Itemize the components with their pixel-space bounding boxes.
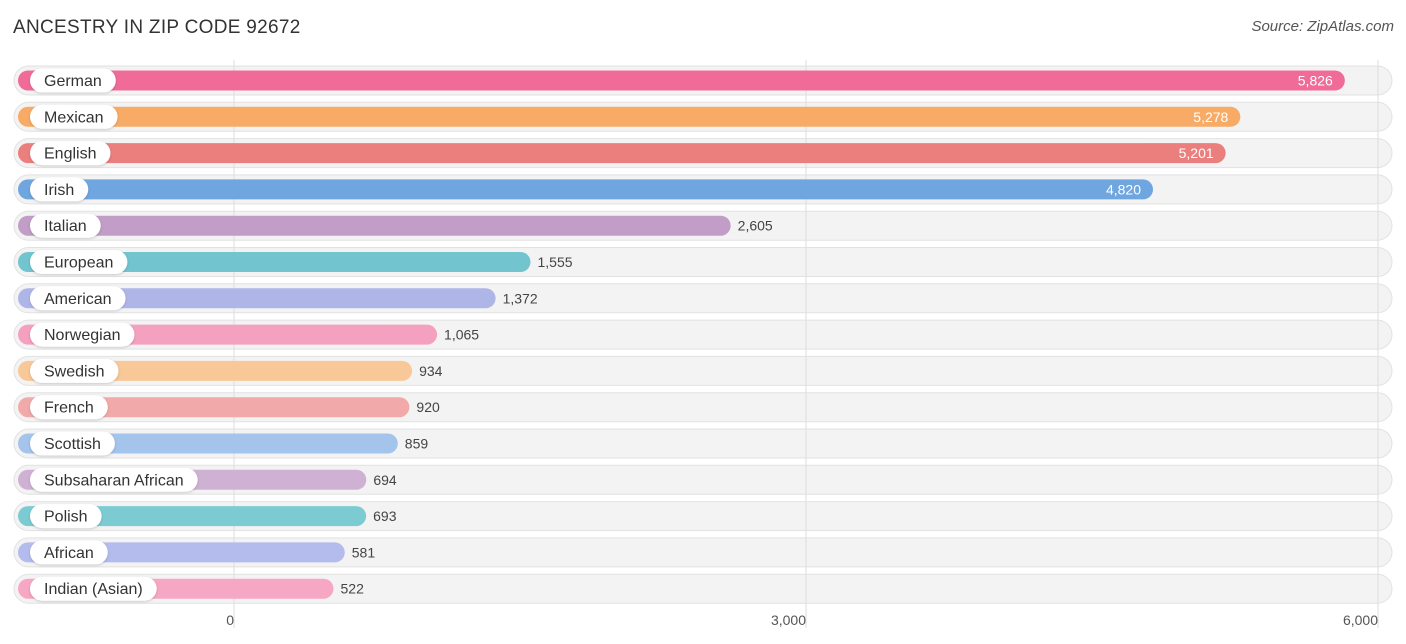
category-label-pill <box>30 141 111 166</box>
category-label: Italian <box>44 218 87 235</box>
bar-group: Indian (Asian) 522 <box>18 576 365 601</box>
bar <box>18 288 496 309</box>
category-label-pill <box>30 104 118 129</box>
bar <box>18 143 1226 164</box>
bar-group: Norwegian 1,065 <box>18 322 479 347</box>
chart-source: Source: ZipAtlas.com <box>1251 18 1394 35</box>
category-label: Subsaharan African <box>44 472 184 489</box>
value-label: 5,201 <box>1179 145 1214 161</box>
category-label-pill <box>30 286 126 311</box>
value-label: 1,065 <box>444 327 479 343</box>
value-label: 2,605 <box>738 218 773 234</box>
category-label: German <box>44 73 102 90</box>
chart-title: ANCESTRY IN ZIP CODE 92672 <box>13 17 301 38</box>
category-label: Irish <box>44 182 74 199</box>
category-label: American <box>44 291 112 308</box>
category-label-pill <box>30 576 157 601</box>
bar-group: American 1,372 <box>18 286 538 311</box>
bar-group: European 1,555 <box>18 250 573 274</box>
value-label: 5,278 <box>1193 109 1228 125</box>
bar <box>18 397 410 418</box>
category-label-pill <box>30 395 108 420</box>
value-label: 4,820 <box>1106 181 1141 197</box>
row-background <box>13 573 1393 604</box>
category-label-pill <box>30 358 119 383</box>
category-label: Scottish <box>44 436 101 453</box>
bar-group: English 5,201 <box>18 141 1226 166</box>
bar <box>18 179 1154 200</box>
category-label: African <box>44 545 94 562</box>
bar-group: Irish 4,820 <box>18 177 1154 202</box>
category-label-pill <box>30 322 135 347</box>
value-label: 1,372 <box>503 290 538 306</box>
bar-group: African 581 <box>18 540 376 565</box>
category-label: Swedish <box>44 363 104 380</box>
category-label-pill <box>30 504 102 529</box>
category-label-pill <box>30 213 101 238</box>
bar-group: Subsaharan African 694 <box>18 467 397 492</box>
value-label: 934 <box>419 363 443 379</box>
bar <box>18 106 1241 127</box>
category-label: English <box>44 146 96 163</box>
value-label: 859 <box>405 436 429 452</box>
category-label-pill <box>30 540 108 565</box>
value-label: 1,555 <box>537 254 572 270</box>
bar-group: Scottish 859 <box>18 431 429 456</box>
value-label: 694 <box>373 472 397 488</box>
bar-group: French 920 <box>18 395 440 420</box>
bar-group: German 5,826 <box>18 68 1345 93</box>
bar <box>18 70 1345 91</box>
category-label-pill <box>30 431 115 456</box>
category-label: Indian (Asian) <box>44 581 143 598</box>
category-label: Mexican <box>44 109 104 126</box>
row-background <box>13 537 1393 568</box>
x-tick-label: 0 <box>226 612 234 628</box>
category-label: Norwegian <box>44 327 120 344</box>
category-label: Polish <box>44 509 88 526</box>
bar <box>18 215 731 236</box>
bar-group: Swedish 934 <box>18 358 443 383</box>
value-label: 581 <box>352 544 376 560</box>
bar-group: Italian 2,605 <box>18 213 773 238</box>
bar <box>18 506 367 527</box>
bar-group: Mexican 5,278 <box>18 104 1241 129</box>
category-label-pill <box>30 68 116 93</box>
x-tick-label: 3,000 <box>771 612 806 628</box>
x-tick-label: 6,000 <box>1343 612 1378 628</box>
value-label: 5,826 <box>1298 73 1333 89</box>
value-label: 522 <box>341 581 365 597</box>
category-label: European <box>44 255 113 272</box>
category-label: French <box>44 400 94 417</box>
category-label-pill <box>30 250 128 274</box>
value-label: 693 <box>373 508 397 524</box>
bar-group: Polish 693 <box>18 504 397 529</box>
value-label: 920 <box>416 399 440 415</box>
category-label-pill <box>30 467 198 492</box>
category-label-pill <box>30 177 89 202</box>
bar <box>18 252 531 272</box>
